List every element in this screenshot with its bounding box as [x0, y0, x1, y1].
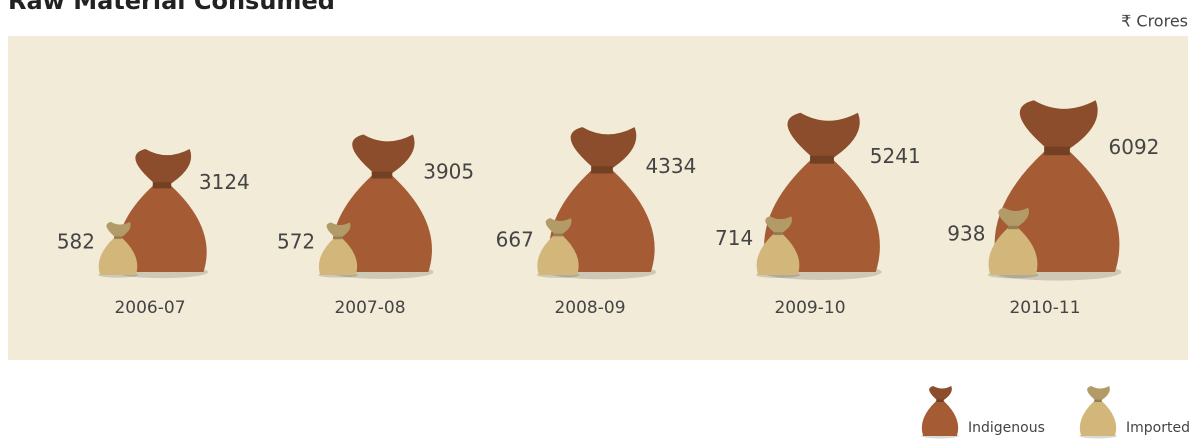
value-label: 938	[947, 221, 985, 245]
bag-tie	[114, 236, 122, 239]
bag-body	[921, 401, 959, 436]
value-label: 6092	[1109, 135, 1160, 159]
bag-top	[929, 386, 952, 401]
x-tick-label: 2008-09	[554, 298, 625, 318]
bag-tie	[1007, 225, 1019, 230]
value-label: 5241	[870, 144, 921, 168]
bag-body	[117, 185, 207, 272]
bag	[98, 221, 138, 278]
bag-tie	[773, 232, 783, 236]
bag-top	[135, 149, 192, 186]
x-tick-label: 2006-07	[114, 298, 185, 318]
bag-tie	[1044, 146, 1070, 156]
value-label: 4334	[645, 154, 696, 178]
bag-top	[998, 207, 1029, 228]
value-label: 667	[496, 227, 534, 251]
legend-icon	[1079, 386, 1117, 439]
bag-body	[756, 233, 800, 275]
bag-top	[106, 221, 131, 238]
legend-icon	[921, 386, 959, 439]
bag-body	[332, 175, 432, 272]
bag	[330, 134, 434, 279]
bag-tie	[1094, 399, 1102, 402]
bag	[755, 216, 801, 278]
x-tick-label: 2007-08	[334, 298, 405, 318]
bag-top	[1019, 100, 1098, 152]
bag-top	[352, 134, 415, 176]
bag-top	[545, 218, 572, 236]
bag	[536, 218, 580, 278]
legend-label: Imported	[1126, 420, 1190, 436]
bag	[762, 112, 882, 280]
bag-top	[765, 216, 792, 234]
value-label: 3905	[423, 160, 474, 184]
bag	[318, 222, 358, 278]
value-label: 582	[57, 229, 95, 253]
bag-tie	[591, 166, 613, 174]
bag-tie	[152, 182, 172, 189]
value-label: 572	[277, 230, 315, 254]
bag	[115, 149, 209, 279]
bag-body	[98, 237, 138, 275]
bag-tie	[371, 171, 393, 179]
bag-top	[1087, 386, 1110, 401]
bag-body	[988, 227, 1038, 275]
bag-body	[764, 160, 880, 272]
bag-body	[318, 238, 358, 275]
bag-tie	[810, 155, 834, 164]
bag-tie	[553, 233, 563, 237]
bag-top	[326, 222, 351, 239]
bag-top	[787, 112, 860, 161]
bag-body	[549, 170, 655, 272]
bag-tie	[334, 236, 342, 240]
value-label: 714	[715, 226, 753, 250]
x-tick-label: 2009-10	[774, 298, 845, 318]
legend-label: Indigenous	[968, 420, 1045, 436]
value-label: 3124	[199, 170, 250, 194]
bag-body	[537, 235, 579, 275]
bag-tie	[936, 399, 944, 402]
chart-title: Raw Material Consumed	[8, 0, 335, 15]
x-tick-label: 2010-11	[1009, 298, 1080, 318]
unit-label: ₹ Crores	[1121, 12, 1188, 31]
bag-top	[570, 127, 637, 171]
bag-body	[1079, 401, 1117, 436]
bag	[987, 207, 1039, 279]
